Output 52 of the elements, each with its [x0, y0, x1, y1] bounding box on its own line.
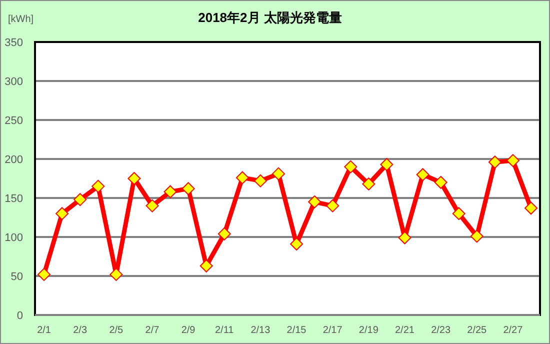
point [182, 182, 195, 196]
point [434, 176, 448, 189]
y-tick-label: 300 [4, 76, 23, 88]
point [74, 193, 87, 206]
chart-title: 2018年2月 太陽光発電量 [198, 10, 342, 25]
x-tick-label: 2/15 [286, 325, 307, 336]
point [56, 207, 69, 220]
x-tick-label: 2/3 [73, 325, 88, 336]
point [218, 227, 231, 240]
point [308, 195, 322, 208]
y-tick-label: 0 [16, 310, 23, 322]
x-tick-label: 2/27 [503, 325, 524, 336]
y-tick-label: 250 [4, 115, 23, 127]
point [254, 174, 267, 188]
x-tick-label: 2/11 [215, 325, 234, 336]
point [506, 154, 520, 168]
y-tick-label: 350 [4, 37, 23, 49]
point [416, 168, 430, 182]
point [470, 230, 484, 243]
y-tick-label: 100 [4, 232, 23, 244]
point [326, 199, 340, 212]
point [488, 156, 502, 169]
point [524, 202, 538, 215]
point [398, 231, 412, 244]
x-tick-label: 2/17 [322, 325, 343, 336]
y-tick-label: 200 [4, 154, 23, 166]
point [344, 160, 358, 174]
x-tick-label: 2/7 [145, 325, 160, 336]
point [92, 180, 105, 193]
point [290, 238, 304, 251]
point [38, 268, 51, 281]
point [146, 199, 159, 212]
x-tick-label: 2/21 [395, 325, 415, 336]
x-tick-label: 2/19 [358, 325, 379, 336]
y-axis-title: [kWh] [8, 14, 34, 25]
point [236, 171, 249, 184]
y-tick-label: 50 [10, 271, 23, 283]
y-tick-label: 150 [4, 193, 23, 205]
point [128, 172, 141, 185]
point [200, 259, 213, 272]
x-tick-label: 2/25 [467, 325, 488, 336]
x-tick-label: 2/9 [181, 325, 196, 336]
point [380, 158, 394, 171]
point [164, 185, 177, 198]
point [272, 167, 285, 180]
x-tick-label: 2/5 [109, 325, 124, 336]
x-tick-label: 2/13 [250, 325, 271, 336]
x-tick-label: 2/1 [37, 325, 52, 336]
point [110, 268, 123, 281]
point [452, 207, 466, 220]
point [362, 177, 376, 190]
x-tick-label: 2/23 [431, 325, 451, 336]
